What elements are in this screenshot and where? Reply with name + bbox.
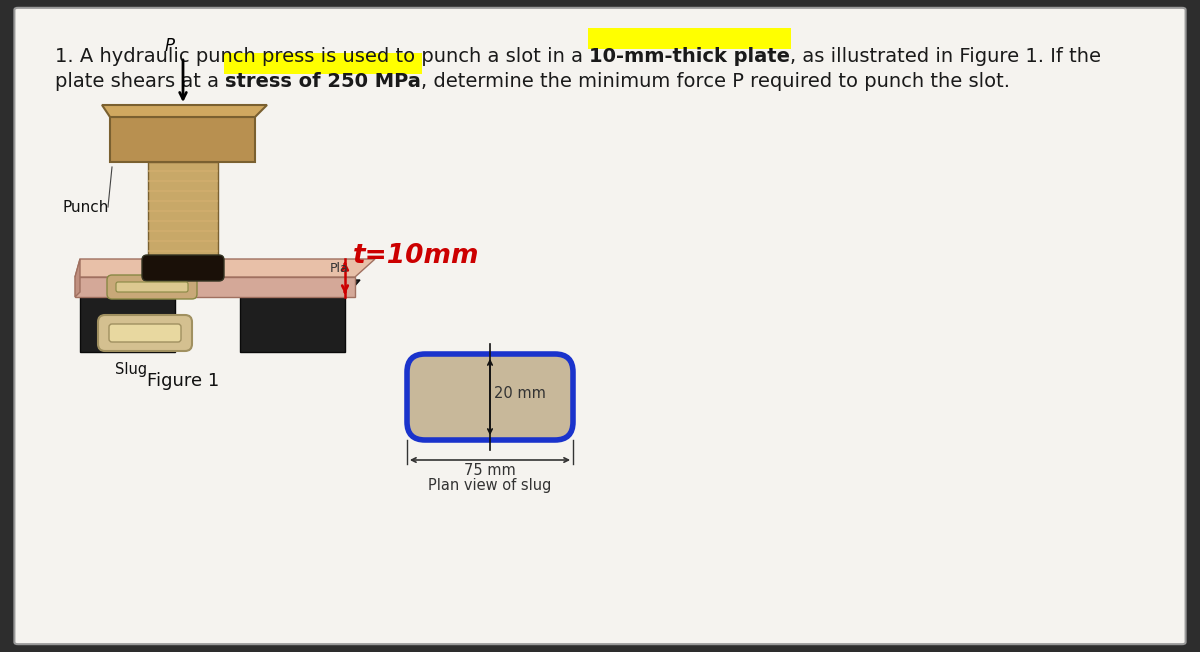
Polygon shape xyxy=(74,277,355,297)
Text: 75 mm: 75 mm xyxy=(464,463,516,478)
Text: Slug: Slug xyxy=(115,362,148,377)
Polygon shape xyxy=(240,280,360,297)
FancyBboxPatch shape xyxy=(116,282,188,292)
Polygon shape xyxy=(148,162,218,277)
Text: stress of 250 MPa: stress of 250 MPa xyxy=(226,72,421,91)
Polygon shape xyxy=(80,297,175,352)
Text: , as illustrated in Figure 1. If the: , as illustrated in Figure 1. If the xyxy=(791,47,1102,66)
FancyBboxPatch shape xyxy=(109,324,181,342)
Polygon shape xyxy=(80,280,190,297)
Text: Plan view of slug: Plan view of slug xyxy=(428,478,552,493)
Text: P: P xyxy=(166,37,175,55)
Text: Figure 1: Figure 1 xyxy=(146,372,220,390)
Text: Punch: Punch xyxy=(62,200,108,215)
FancyBboxPatch shape xyxy=(142,255,224,281)
Polygon shape xyxy=(110,117,256,162)
Text: Pla: Pla xyxy=(330,263,349,276)
FancyBboxPatch shape xyxy=(98,315,192,351)
Polygon shape xyxy=(74,259,80,297)
FancyBboxPatch shape xyxy=(107,275,197,299)
Polygon shape xyxy=(240,297,346,352)
Polygon shape xyxy=(102,105,266,117)
Text: plate shears at a: plate shears at a xyxy=(55,72,226,91)
Text: 20 mm: 20 mm xyxy=(494,385,546,400)
Polygon shape xyxy=(74,259,374,277)
Bar xyxy=(588,28,791,49)
Text: , determine the minimum force P required to punch the slot.: , determine the minimum force P required… xyxy=(421,72,1010,91)
Text: t=10mm: t=10mm xyxy=(353,243,480,269)
Text: 1. A hydraulic punch press is used to punch a slot in a: 1. A hydraulic punch press is used to pu… xyxy=(55,47,589,66)
Bar xyxy=(224,53,422,74)
FancyBboxPatch shape xyxy=(407,354,574,440)
Text: 10-mm-thick plate: 10-mm-thick plate xyxy=(589,47,791,66)
